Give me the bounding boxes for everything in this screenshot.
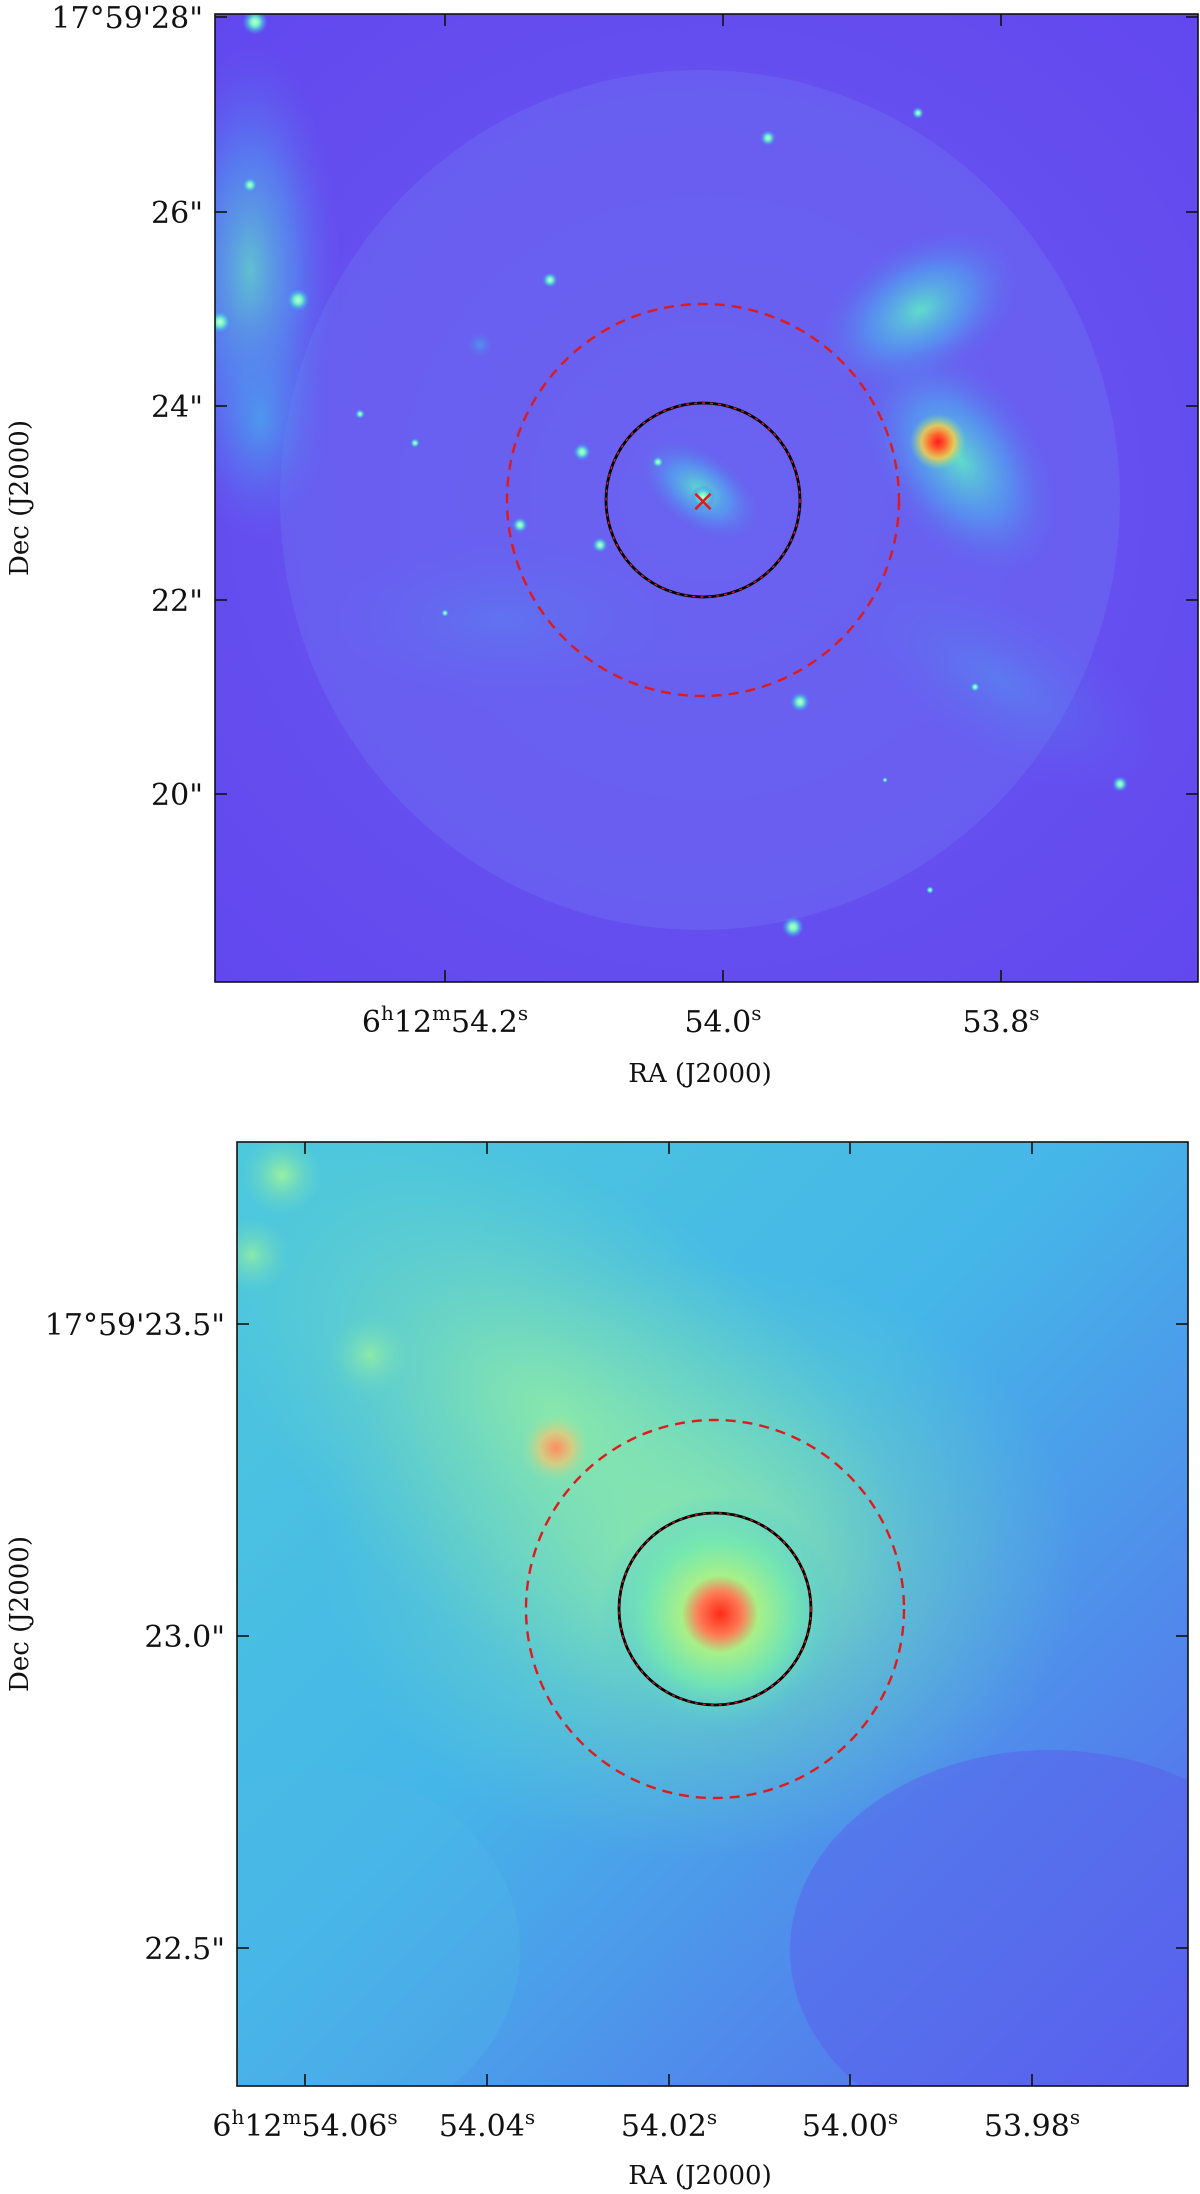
y-tick-label: 17°59'23.5" bbox=[45, 1308, 225, 1343]
plot-frame-top bbox=[214, 13, 1199, 983]
x-axis-label-top: RA (J2000) bbox=[628, 1059, 772, 1089]
plot-frame-bottom bbox=[236, 1141, 1189, 2087]
y-tick-labels-bottom: 17°59'23.5" 23.0" 22.5" bbox=[45, 1308, 225, 1967]
x-tick-label: 54.02s bbox=[621, 2105, 717, 2144]
x-axis-label-bottom: RA (J2000) bbox=[628, 2161, 772, 2191]
y-ticks-top bbox=[215, 16, 1198, 795]
panel-top: × 6h12m54.2s 54.0s 53.8s RA (J2000) 17°5… bbox=[5, 1, 1199, 1089]
x-tick-label: 53.8s bbox=[962, 1001, 1039, 1040]
y-tick-labels-top: 17°59'28" 26" 24" 22" 20" bbox=[51, 1, 203, 813]
x-tick-labels-bottom: 6h12m54.06s 54.04s 54.02s 54.00s 53.98s bbox=[212, 2105, 1080, 2144]
y-tick-label: 22" bbox=[151, 584, 203, 619]
y-tick-label: 24" bbox=[151, 390, 203, 425]
y-tick-label: 23.0" bbox=[144, 1620, 225, 1655]
sky-image-top bbox=[215, 14, 1198, 982]
y-ticks-bottom bbox=[237, 1323, 1188, 1949]
x-ticks-top bbox=[444, 14, 1002, 982]
source-marker: × bbox=[690, 484, 715, 519]
x-tick-label: 6h12m54.06s bbox=[212, 2105, 397, 2144]
y-axis-label-bottom: Dec (J2000) bbox=[5, 1536, 35, 1692]
outer-aperture-circle bbox=[505, 302, 901, 698]
y-axis-label-top: Dec (J2000) bbox=[5, 420, 35, 576]
y-tick-label: 17°59'28" bbox=[51, 1, 203, 36]
y-tick-label: 20" bbox=[151, 778, 203, 813]
x-tick-label: 54.04s bbox=[439, 2105, 535, 2144]
x-tick-labels-top: 6h12m54.2s 54.0s 53.8s bbox=[362, 1001, 1040, 1040]
x-tick-label: 6h12m54.2s bbox=[362, 1001, 528, 1040]
panel-bottom: 6h12m54.06s 54.04s 54.02s 54.00s 53.98s … bbox=[5, 1141, 1189, 2191]
x-tick-label: 54.00s bbox=[802, 2105, 898, 2144]
y-tick-label: 22.5" bbox=[144, 1932, 225, 1967]
x-tick-label: 53.98s bbox=[984, 2105, 1080, 2144]
x-ticks-bottom bbox=[304, 1142, 1033, 2086]
x-tick-label: 54.0s bbox=[684, 1001, 761, 1040]
outer-aperture-circle bbox=[524, 1418, 906, 1800]
sky-image-bottom bbox=[237, 1142, 1188, 2086]
y-tick-label: 26" bbox=[151, 196, 203, 231]
